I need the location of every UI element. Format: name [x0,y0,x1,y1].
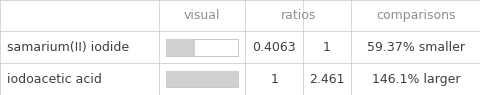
Text: ratios: ratios [280,9,315,22]
Text: 1: 1 [323,41,330,54]
Bar [166,71,238,87]
Text: 1: 1 [270,73,277,86]
Bar [166,71,238,87]
Bar [166,39,238,56]
Bar [166,39,195,56]
Text: 59.37% smaller: 59.37% smaller [366,41,464,54]
Text: 0.4063: 0.4063 [252,41,295,54]
Text: visual: visual [183,9,220,22]
Text: samarium(II) iodide: samarium(II) iodide [7,41,129,54]
Text: comparisons: comparisons [375,9,455,22]
Text: 146.1% larger: 146.1% larger [371,73,459,86]
Text: iodoacetic acid: iodoacetic acid [7,73,102,86]
Text: 2.461: 2.461 [309,73,344,86]
